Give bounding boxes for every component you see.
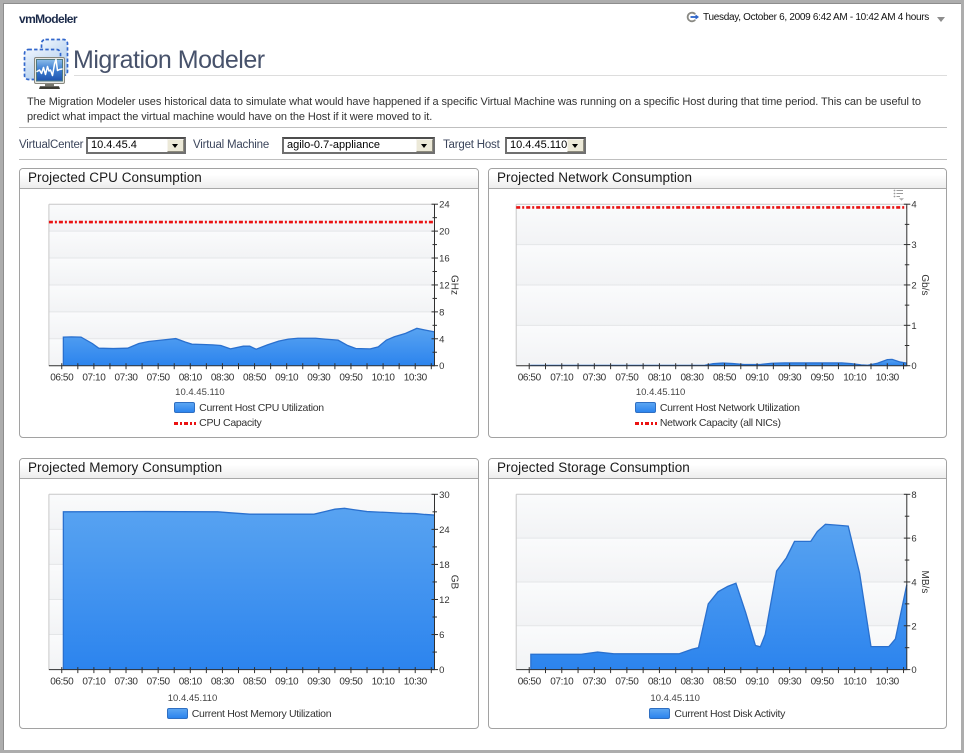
svg-text:09:30: 09:30	[778, 677, 802, 688]
svg-text:6: 6	[911, 534, 916, 545]
svg-text:0: 0	[911, 665, 916, 676]
svg-text:0: 0	[439, 361, 444, 372]
svg-text:30: 30	[439, 490, 450, 501]
svg-text:8: 8	[439, 307, 444, 318]
svg-text:08:10: 08:10	[648, 373, 672, 384]
svg-text:08:30: 08:30	[211, 373, 235, 384]
svg-text:6: 6	[439, 630, 444, 641]
svg-text:07:30: 07:30	[583, 373, 607, 384]
svg-text:07:50: 07:50	[615, 373, 639, 384]
svg-text:07:10: 07:10	[550, 677, 574, 688]
svg-text:Gb/s: Gb/s	[919, 274, 930, 295]
svg-text:07:30: 07:30	[115, 677, 139, 688]
svg-text:07:50: 07:50	[147, 373, 171, 384]
svg-text:18: 18	[439, 560, 450, 571]
svg-text:0: 0	[439, 665, 444, 676]
svg-text:4: 4	[911, 577, 916, 588]
svg-text:08:50: 08:50	[713, 677, 737, 688]
svg-text:09:10: 09:10	[275, 677, 299, 688]
svg-text:08:50: 08:50	[713, 373, 737, 384]
svg-text:09:50: 09:50	[811, 677, 835, 688]
svg-text:07:10: 07:10	[82, 677, 106, 688]
svg-text:10:10: 10:10	[843, 677, 867, 688]
svg-text:09:30: 09:30	[307, 677, 331, 688]
svg-text:1: 1	[911, 321, 916, 332]
svg-text:10:10: 10:10	[843, 373, 867, 384]
svg-text:08:50: 08:50	[243, 677, 267, 688]
svg-text:10:30: 10:30	[876, 677, 900, 688]
svg-text:09:50: 09:50	[339, 373, 363, 384]
svg-text:2: 2	[911, 621, 916, 632]
svg-text:06:50: 06:50	[50, 677, 74, 688]
svg-text:08:30: 08:30	[680, 373, 704, 384]
svg-text:10:10: 10:10	[372, 373, 396, 384]
svg-text:07:10: 07:10	[550, 373, 574, 384]
svg-text:24: 24	[439, 525, 450, 536]
svg-text:20: 20	[439, 227, 450, 238]
svg-text:09:10: 09:10	[746, 677, 770, 688]
svg-text:10:10: 10:10	[372, 677, 396, 688]
svg-text:08:10: 08:10	[648, 677, 672, 688]
svg-text:09:50: 09:50	[339, 677, 363, 688]
svg-text:08:30: 08:30	[680, 677, 704, 688]
svg-text:08:10: 08:10	[179, 677, 203, 688]
svg-text:07:30: 07:30	[583, 677, 607, 688]
svg-text:8: 8	[911, 490, 916, 501]
svg-text:06:50: 06:50	[50, 373, 74, 384]
svg-text:09:50: 09:50	[811, 373, 835, 384]
svg-text:08:50: 08:50	[243, 373, 267, 384]
svg-text:2: 2	[911, 280, 916, 291]
svg-text:12: 12	[439, 280, 450, 291]
svg-text:12: 12	[439, 595, 450, 606]
svg-text:06:50: 06:50	[518, 677, 542, 688]
svg-text:MB/s: MB/s	[919, 571, 930, 594]
svg-text:GHz: GHz	[449, 275, 460, 295]
svg-text:07:10: 07:10	[82, 373, 106, 384]
svg-text:4: 4	[911, 200, 916, 211]
svg-text:4: 4	[439, 334, 444, 345]
svg-text:07:50: 07:50	[615, 677, 639, 688]
svg-text:GB: GB	[449, 575, 460, 590]
svg-text:08:10: 08:10	[179, 373, 203, 384]
svg-text:09:30: 09:30	[778, 373, 802, 384]
svg-text:3: 3	[911, 240, 916, 251]
svg-text:09:10: 09:10	[275, 373, 299, 384]
svg-text:09:30: 09:30	[307, 373, 331, 384]
svg-text:06:50: 06:50	[518, 373, 542, 384]
svg-text:08:30: 08:30	[211, 677, 235, 688]
svg-text:10:30: 10:30	[404, 373, 428, 384]
svg-text:16: 16	[439, 254, 450, 265]
svg-text:10:30: 10:30	[404, 677, 428, 688]
svg-text:07:50: 07:50	[147, 677, 171, 688]
svg-text:09:10: 09:10	[746, 373, 770, 384]
svg-text:10:30: 10:30	[876, 373, 900, 384]
svg-text:24: 24	[439, 200, 450, 211]
svg-text:07:30: 07:30	[115, 373, 139, 384]
svg-text:0: 0	[911, 361, 916, 372]
